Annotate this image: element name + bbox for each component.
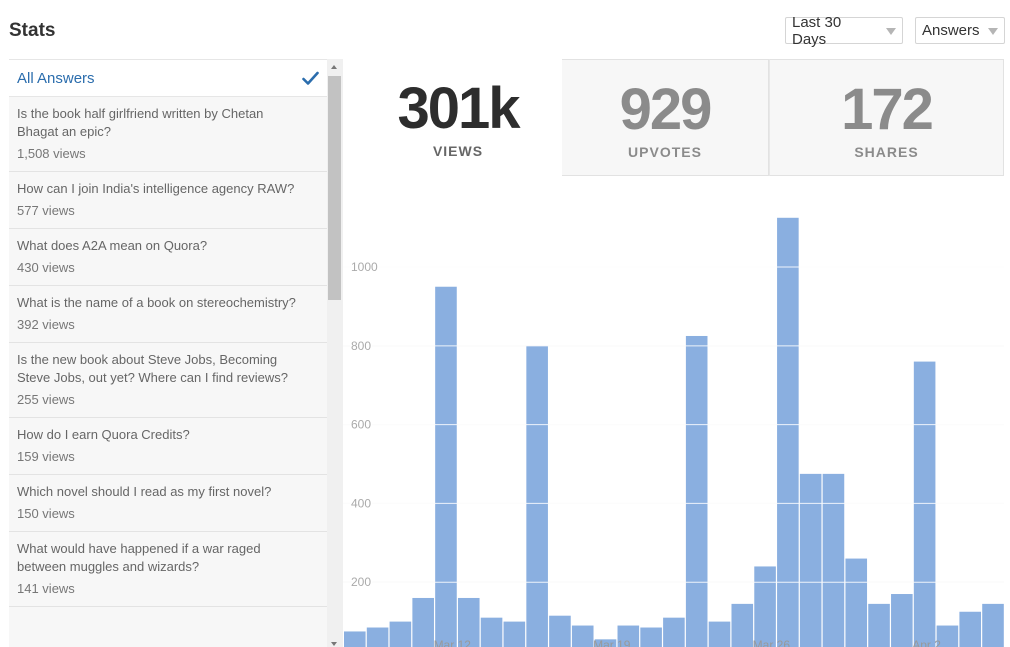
answer-list-item[interactable]: What would have happened if a war raged … (9, 532, 327, 607)
answers-list: All Answers Is the book half girlfriend … (9, 59, 327, 647)
y-tick-label: 600 (351, 418, 371, 432)
views-count: 301k (397, 76, 520, 141)
answer-list-item[interactable]: What does A2A mean on Quora? 430 views (9, 229, 327, 286)
chart-bar[interactable] (708, 621, 731, 647)
y-tick-label: 200 (351, 575, 371, 589)
chart-bar[interactable] (571, 625, 594, 647)
views-label: VIEWS (432, 143, 484, 159)
chart-bar[interactable] (936, 625, 959, 647)
x-tick-label: Mar 26 (753, 638, 791, 647)
shares-count: 172 (841, 77, 934, 142)
chart-bar[interactable] (663, 617, 685, 647)
y-tick-label: 400 (351, 496, 371, 510)
views-bar-chart: 200 400 600 800 1000 Mar 12 Mar 19 Mar 26 Apr 2 (343, 217, 1004, 647)
chart-bar[interactable] (457, 597, 480, 647)
answer-question: Is the book half girlfriend written by C… (17, 106, 264, 139)
chart-bar[interactable] (845, 558, 868, 647)
answer-list-item[interactable]: Is the new book about Steve Jobs, Becomi… (9, 343, 327, 418)
chart-bar[interactable] (982, 603, 1004, 647)
shares-label: SHARES (854, 144, 919, 160)
chart-bar[interactable] (412, 597, 434, 647)
answer-question: How can I join India's intelligence agen… (17, 181, 295, 196)
answer-question: What does A2A mean on Quora? (17, 238, 208, 253)
caret-down-icon (886, 27, 896, 35)
chart-bar[interactable] (685, 335, 708, 647)
chart-bar[interactable] (617, 625, 640, 647)
answer-views: 392 views (17, 317, 75, 332)
date-range-label: Last 30 Days (792, 13, 842, 48)
sidebar-scrollbar[interactable] (327, 59, 343, 647)
chart-bar[interactable] (777, 217, 799, 647)
chart-bar[interactable] (731, 603, 754, 647)
content-type-dropdown[interactable]: Answers (915, 17, 1005, 44)
upvotes-label: UPVOTES (628, 144, 702, 160)
chart-bar[interactable] (868, 603, 890, 647)
checkmark-icon (302, 71, 319, 85)
answer-views: 577 views (17, 203, 75, 218)
all-answers-label: All Answers (17, 69, 95, 87)
chart-bar[interactable] (913, 361, 936, 647)
caret-down-icon (987, 27, 998, 35)
answer-question: Which novel should I read as my first no… (17, 484, 272, 499)
answer-list-item[interactable]: What is the name of a book on stereochem… (9, 286, 327, 343)
chart-bar[interactable] (822, 473, 845, 647)
x-tick-label: Mar 19 (593, 638, 631, 647)
y-tick-label: 1000 (351, 260, 378, 274)
answer-views: 1,508 views (17, 146, 86, 161)
answer-list-item[interactable]: How can I join India's intelligence agen… (9, 172, 327, 229)
chart-bar[interactable] (891, 594, 913, 647)
content-type-label: Answers (922, 22, 980, 39)
scroll-up-arrow-icon[interactable] (331, 65, 337, 69)
answer-views: 141 views (17, 581, 75, 596)
answer-list-item[interactable]: Which novel should I read as my first no… (9, 475, 327, 532)
chart-bar[interactable] (549, 615, 571, 647)
chart-bar[interactable] (640, 627, 662, 647)
chart-bar[interactable] (959, 611, 982, 647)
scroll-thumb[interactable] (328, 76, 341, 300)
answer-list-item[interactable]: Is the book half girlfriend written by C… (9, 97, 327, 172)
chart-bar[interactable] (799, 473, 822, 647)
answer-views: 430 views (17, 260, 75, 275)
tab-shares[interactable]: 172 SHARES (769, 59, 1004, 176)
answer-views: 150 views (17, 506, 75, 521)
upvotes-count: 929 (619, 77, 713, 142)
x-tick-label: Mar 12 (434, 638, 472, 647)
chart-bar[interactable] (344, 631, 366, 647)
answer-question: What would have happened if a war raged … (17, 541, 261, 574)
chart-bar[interactable] (389, 621, 412, 647)
chart-bar[interactable] (754, 566, 776, 647)
chart-bar[interactable] (480, 617, 503, 647)
answer-list-item[interactable]: How do I earn Quora Credits? 159 views (9, 418, 327, 475)
chart-bar[interactable] (526, 345, 548, 647)
chart-bar[interactable] (435, 286, 457, 647)
answer-views: 159 views (17, 449, 75, 464)
page-title: Stats (9, 20, 56, 41)
answer-question: Is the new book about Steve Jobs, Becomi… (17, 352, 288, 385)
all-answers-item[interactable]: All Answers (9, 59, 327, 97)
scroll-down-arrow-icon[interactable] (331, 642, 337, 646)
answer-question: What is the name of a book on stereochem… (17, 295, 296, 310)
tab-views[interactable]: 301k VIEWS (354, 59, 562, 176)
date-range-dropdown[interactable]: Last 30 Days (785, 14, 903, 48)
answer-views: 255 views (17, 392, 75, 407)
y-tick-label: 800 (351, 339, 371, 353)
chart-bar[interactable] (366, 627, 389, 647)
x-tick-label: Apr 2 (912, 638, 941, 647)
tab-upvotes[interactable]: 929 UPVOTES (562, 59, 769, 176)
answer-question: How do I earn Quora Credits? (17, 427, 190, 442)
chart-bar[interactable] (594, 639, 617, 647)
chart-bar[interactable] (503, 621, 526, 647)
